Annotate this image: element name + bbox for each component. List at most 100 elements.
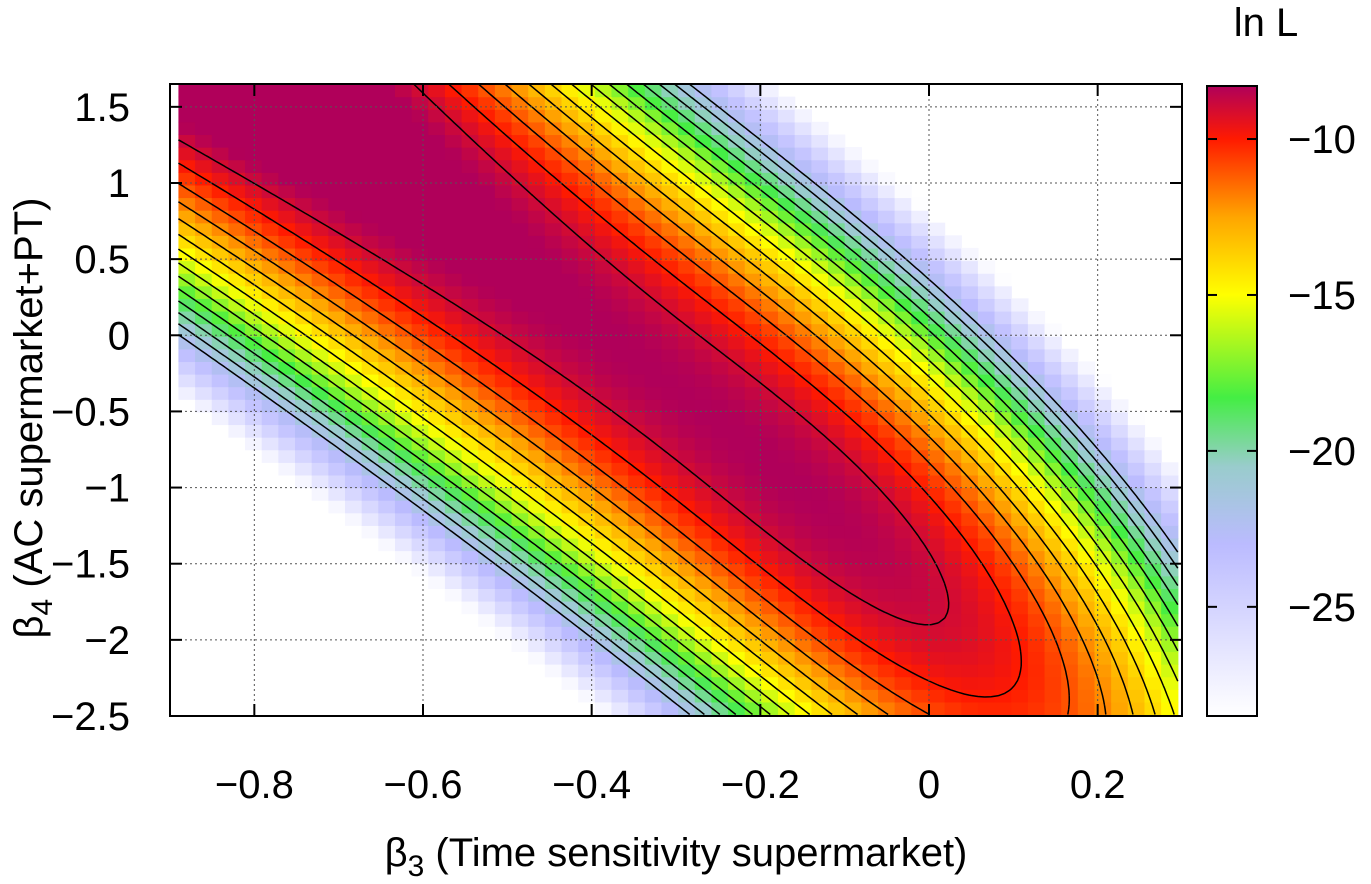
heatmap-cell: [528, 386, 546, 400]
heatmap-cell: [561, 197, 579, 211]
heatmap-cell: [494, 235, 513, 249]
heatmap-cell: [944, 348, 962, 363]
heatmap-cell: [1161, 613, 1179, 627]
heatmap-cell: [977, 588, 996, 602]
heatmap-cell: [195, 348, 213, 363]
heatmap-cell: [245, 273, 263, 287]
heatmap-cell: [611, 374, 629, 388]
heatmap-cell: [778, 222, 796, 236]
heatmap-cell: [994, 689, 1012, 703]
heatmap-cell: [661, 96, 679, 110]
heatmap-cell: [744, 525, 762, 539]
heatmap-cell: [378, 361, 396, 375]
heatmap-cell: [628, 197, 646, 211]
heatmap-cell: [844, 159, 862, 173]
heatmap-cell: [361, 172, 379, 186]
heatmap-cell: [927, 399, 946, 413]
heatmap-cell: [528, 172, 546, 186]
heatmap-cell: [994, 323, 1012, 337]
heatmap-cell: [828, 676, 846, 690]
heatmap-cell: [328, 222, 346, 236]
heatmap-cell: [228, 210, 246, 224]
heatmap-cell: [1111, 600, 1129, 615]
heatmap-cell: [977, 411, 996, 426]
heatmap-cell: [644, 184, 663, 199]
heatmap-cell: [678, 701, 696, 716]
heatmap-cell: [694, 273, 713, 287]
heatmap-cell: [1077, 550, 1096, 564]
heatmap-cell: [444, 184, 463, 199]
heatmap-cell: [894, 588, 912, 602]
heatmap-cell: [578, 260, 596, 274]
heatmap-cell: [1094, 399, 1112, 413]
heatmap-cell: [628, 336, 646, 350]
heatmap-cell: [1027, 651, 1046, 665]
heatmap-cell: [511, 399, 529, 413]
heatmap-cell: [1077, 638, 1096, 653]
y-tick-label: −2.5: [51, 695, 130, 739]
heatmap-cell: [428, 184, 446, 199]
heatmap-cell: [444, 260, 463, 274]
heatmap-cell: [894, 285, 912, 299]
heatmap-cell: [794, 512, 812, 526]
heatmap-cell: [678, 285, 696, 299]
heatmap-cell: [494, 424, 513, 438]
heatmap-cell: [544, 424, 563, 438]
heatmap-cell: [444, 575, 463, 589]
heatmap-cell: [728, 159, 746, 173]
heatmap-cell: [644, 449, 663, 463]
y-axis-label: β4 (AC supermarket+PT): [7, 198, 59, 639]
heatmap-cell: [694, 147, 713, 161]
heatmap-cell: [278, 109, 296, 123]
heatmap-cell: [977, 474, 996, 489]
heatmap-cell: [711, 449, 729, 463]
heatmap-cell: [644, 487, 663, 501]
heatmap-cell: [761, 197, 779, 211]
heatmap-cell: [461, 210, 479, 224]
heatmap-cell: [611, 411, 629, 426]
heatmap-cell: [744, 336, 762, 350]
heatmap-cell: [794, 310, 812, 325]
heatmap-cell: [1027, 487, 1046, 501]
heatmap-cell: [411, 474, 429, 489]
heatmap-cell: [428, 147, 446, 161]
heatmap-cell: [311, 462, 329, 476]
heatmap-cell: [694, 323, 713, 337]
heatmap-cell: [628, 424, 646, 438]
heatmap-cell: [678, 500, 696, 514]
heatmap-cell: [877, 386, 896, 400]
heatmap-cell: [245, 210, 263, 224]
heatmap-cell: [811, 121, 829, 136]
heatmap-cell: [678, 664, 696, 678]
heatmap-cell: [644, 626, 663, 640]
heatmap-cell: [961, 588, 979, 602]
heatmap-cell: [844, 424, 862, 438]
heatmap-cell: [394, 210, 413, 224]
heatmap-cell: [411, 197, 429, 211]
heatmap-cell: [478, 386, 496, 400]
heatmap-cell: [1011, 626, 1029, 640]
heatmap-cell: [778, 588, 796, 602]
heatmap-cell: [678, 411, 696, 426]
heatmap-cell: [344, 487, 363, 501]
heatmap-cell: [344, 336, 363, 350]
contour-line: [177, 83, 1179, 716]
heatmap-cell: [694, 613, 713, 627]
heatmap-cell: [245, 247, 263, 262]
heatmap-cell: [1077, 563, 1096, 577]
heatmap-cell: [828, 664, 846, 678]
heatmap-cell: [944, 273, 962, 287]
heatmap-cell: [661, 84, 679, 98]
heatmap-cell: [511, 487, 529, 501]
heatmap-cell: [561, 159, 579, 173]
heatmap-cell: [295, 285, 313, 299]
heatmap-cell: [927, 638, 946, 653]
heatmap-cell: [694, 222, 713, 236]
heatmap-cell: [594, 348, 613, 363]
heatmap-cell: [594, 273, 613, 287]
heatmap-cell: [528, 310, 546, 325]
heatmap-cell: [1127, 525, 1146, 539]
heatmap-cell: [628, 474, 646, 489]
heatmap-cell: [444, 147, 463, 161]
heatmap-cell: [811, 323, 829, 337]
